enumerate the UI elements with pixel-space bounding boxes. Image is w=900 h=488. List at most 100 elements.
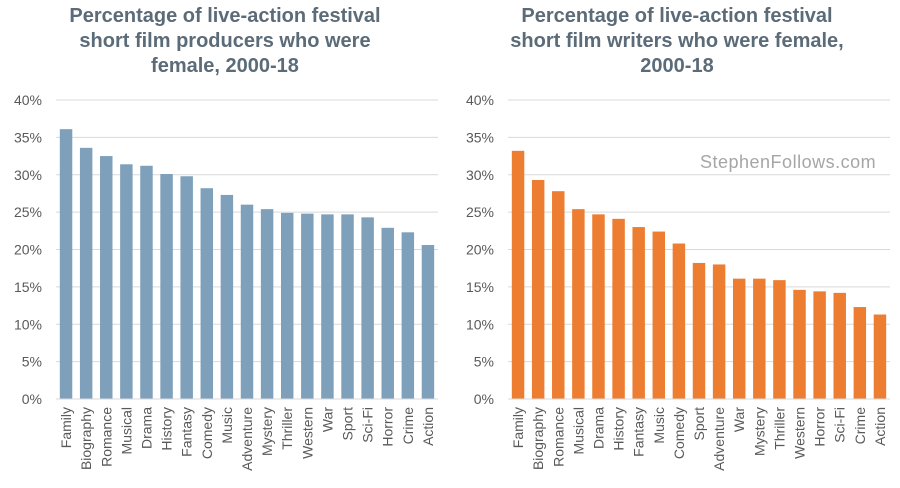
bar [873,314,887,399]
bar [301,213,314,399]
bar [712,264,726,399]
x-category-label: Sport [340,407,356,441]
x-category-label: Family [510,407,526,448]
bar [853,307,867,399]
x-category-label: War [731,407,747,432]
chart-title-line: Percentage of live-action festival [69,5,381,27]
bar [833,292,846,399]
bar [321,214,334,399]
x-category-label: History [159,407,175,451]
x-category-label: Music [219,407,235,444]
y-tick-label: 35% [14,129,42,145]
chart-title-line: Percentage of live-action festival [521,5,833,27]
x-category-label: Horror [380,407,396,447]
bar [692,262,706,399]
y-tick-label: 0% [22,391,42,407]
writers-chart-panel: Percentage of live-action festival short… [452,0,900,488]
bar [773,280,786,399]
y-tick-label: 20% [14,242,42,258]
x-category-label: Biography [530,407,546,470]
x-category-label: Fantasy [179,407,195,457]
x-category-label: Biography [78,407,94,470]
bar [120,164,133,399]
bar [652,231,666,399]
bar [552,191,565,399]
y-tick-label: 35% [466,129,494,145]
chart-title-line: 2000-18 [640,55,714,77]
bar [531,179,545,399]
bar [793,289,806,399]
x-category-label: Thriller [771,407,787,450]
x-category-label: Sport [691,407,707,441]
chart-title-line: short film writers who were female, [510,30,844,52]
bar [632,227,645,399]
y-tick-label: 25% [466,204,494,220]
bar [220,194,234,399]
x-category-label: Mystery [751,407,767,456]
x-category-label: Mystery [259,407,275,456]
bar [361,217,374,399]
x-category-label: Action [872,407,888,446]
x-category-label: War [319,407,335,432]
x-category-label: History [611,407,627,451]
bar [753,278,766,399]
x-category-label: Musical [570,407,586,454]
x-category-label: Fantasy [631,407,647,457]
x-category-label: Comedy [671,407,687,459]
bar [280,212,294,399]
y-tick-label: 10% [466,316,494,332]
x-category-label: Crime [400,407,416,445]
y-tick-label: 30% [14,167,42,183]
bar [612,218,625,399]
bar [421,245,435,399]
bar [100,156,113,399]
bar [511,150,525,399]
bar [260,209,274,399]
bar [341,214,354,399]
x-category-label: Romance [98,407,114,467]
writers-bar-chart: 0% 5% 10% 15% 20% 25% 30% 35% 40% Family Biography… [466,92,890,471]
producers-chart-panel: Percentage of live-action festival short… [0,4,450,471]
x-category-label: Action [420,407,436,446]
x-category-label: Music [651,407,667,444]
bar [401,232,415,399]
y-tick-label: 20% [466,242,494,258]
bar [732,278,746,399]
y-tick-label: 25% [14,204,42,220]
chart-title: Percentage of live-action festival short… [0,4,450,79]
x-category-label: Sci-Fi [832,407,848,443]
bar [79,147,93,399]
y-tick-label: 40% [14,92,42,108]
x-category-label: Musical [118,407,134,454]
bar [180,176,193,399]
y-tick-label: 15% [466,279,494,295]
bar [592,214,605,399]
x-category-label: Adventure [239,407,255,471]
chart-title-line: short film producers who were [79,30,371,52]
producers-bar-chart: 0% 5% 10% 15% 20% 25% 30% 35% 40% Family Biography… [14,92,438,471]
bar [140,165,153,399]
chart-title: Percentage of live-action festival short… [452,4,900,79]
y-tick-label: 0% [474,391,494,407]
x-category-label: Western [299,407,315,459]
bar [240,204,254,399]
y-tick-label: 30% [466,167,494,183]
bar [200,188,214,399]
x-category-label: Romance [550,407,566,467]
y-tick-label: 40% [466,92,494,108]
bar [381,227,394,399]
x-category-label: Family [58,407,74,448]
bar [813,291,826,399]
bar [672,243,686,399]
x-category-label: Western [792,407,808,459]
y-tick-label: 5% [474,354,494,370]
y-tick-label: 10% [14,316,42,332]
chart-title-line: female, 2000-18 [151,55,299,77]
bar [572,209,585,399]
watermark-text: StephenFollows.com [700,152,877,172]
x-category-label: Crime [852,407,868,445]
bar [59,129,73,399]
x-category-label: Horror [812,407,828,447]
x-category-label: Drama [590,407,606,449]
y-tick-label: 5% [22,354,42,370]
